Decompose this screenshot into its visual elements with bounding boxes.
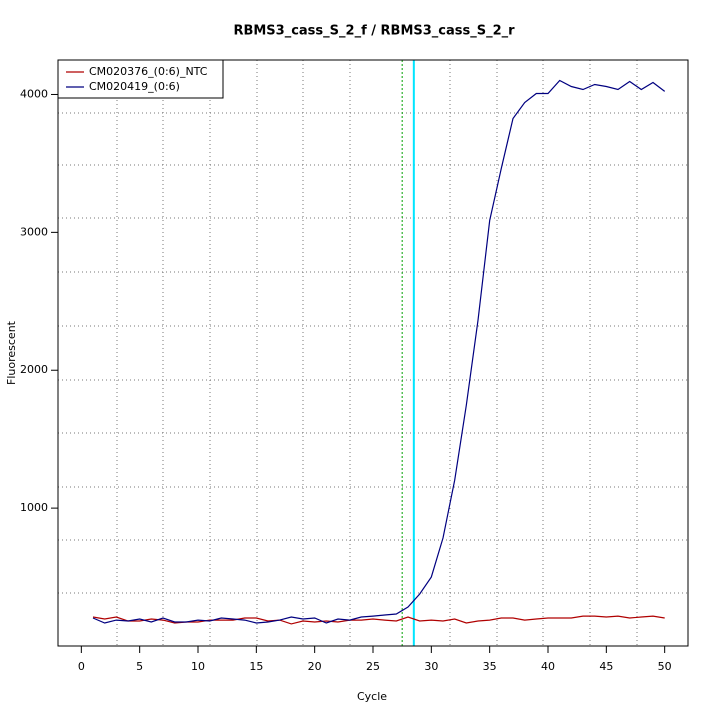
x-tick-label: 50 bbox=[658, 660, 672, 673]
x-tick-label: 40 bbox=[541, 660, 555, 673]
y-tick-label: 4000 bbox=[20, 87, 48, 100]
x-tick-label: 25 bbox=[366, 660, 380, 673]
x-tick-label: 0 bbox=[78, 660, 85, 673]
x-tick-label: 10 bbox=[191, 660, 205, 673]
y-tick-label: 2000 bbox=[20, 363, 48, 376]
legend-label: CM020419_(0:6) bbox=[89, 80, 180, 93]
y-tick-label: 1000 bbox=[20, 501, 48, 514]
chart-title: RBMS3_cass_S_2_f / RBMS3_cass_S_2_r bbox=[233, 24, 515, 39]
x-tick-label: 15 bbox=[249, 660, 263, 673]
x-tick-label: 5 bbox=[136, 660, 143, 673]
x-tick-label: 35 bbox=[483, 660, 497, 673]
x-axis-label: Cycle bbox=[357, 690, 387, 703]
legend-box bbox=[57, 59, 224, 99]
y-axis-label: Fluorescent bbox=[5, 320, 18, 385]
x-tick-label: 20 bbox=[308, 660, 322, 673]
background-grid bbox=[58, 60, 688, 646]
data-line bbox=[92, 79, 666, 624]
y-tick-label: 3000 bbox=[20, 225, 48, 238]
x-tick-label: 45 bbox=[599, 660, 613, 673]
legend-label: CM020376_(0:6)_NTC bbox=[89, 65, 208, 78]
x-tick-label: 30 bbox=[424, 660, 438, 673]
